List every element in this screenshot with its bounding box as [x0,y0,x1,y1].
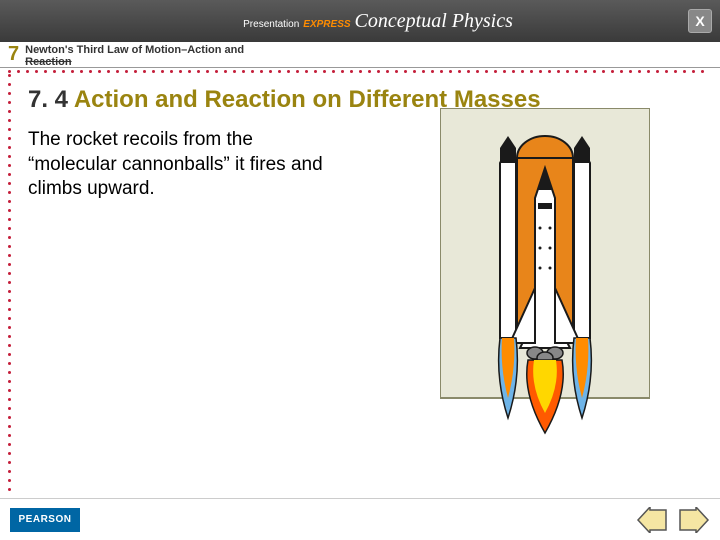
chapter-title: Newton's Third Law of Motion–Action and … [25,44,244,68]
close-button[interactable]: X [688,9,712,33]
body-paragraph: The rocket recoils from the “molecular c… [28,128,338,202]
brand: Presentation EXPRESS Conceptual Physics [243,10,513,33]
brand-prefix: Presentation [243,19,299,30]
footer-bar: PEARSON [0,498,720,540]
chapter-bar: 7 Newton's Third Law of Motion–Action an… [0,42,720,68]
decorative-dots-top [8,70,712,76]
prev-button[interactable] [636,507,670,533]
brand-title: Conceptual Physics [355,10,513,33]
section-number: 7. 4 [28,86,68,113]
content-area: 7. 4 Action and Reaction on Different Ma… [0,68,720,498]
brand-express: EXPRESS [303,19,350,30]
title-bar: Presentation EXPRESS Conceptual Physics … [0,0,720,42]
chapter-number: 7 [8,44,19,64]
next-button[interactable] [676,507,710,533]
decorative-dots-left [8,74,14,492]
publisher-logo: PEARSON [10,508,80,532]
close-icon: X [695,13,704,29]
nav-controls [636,507,710,533]
rocket-illustration [440,108,650,438]
